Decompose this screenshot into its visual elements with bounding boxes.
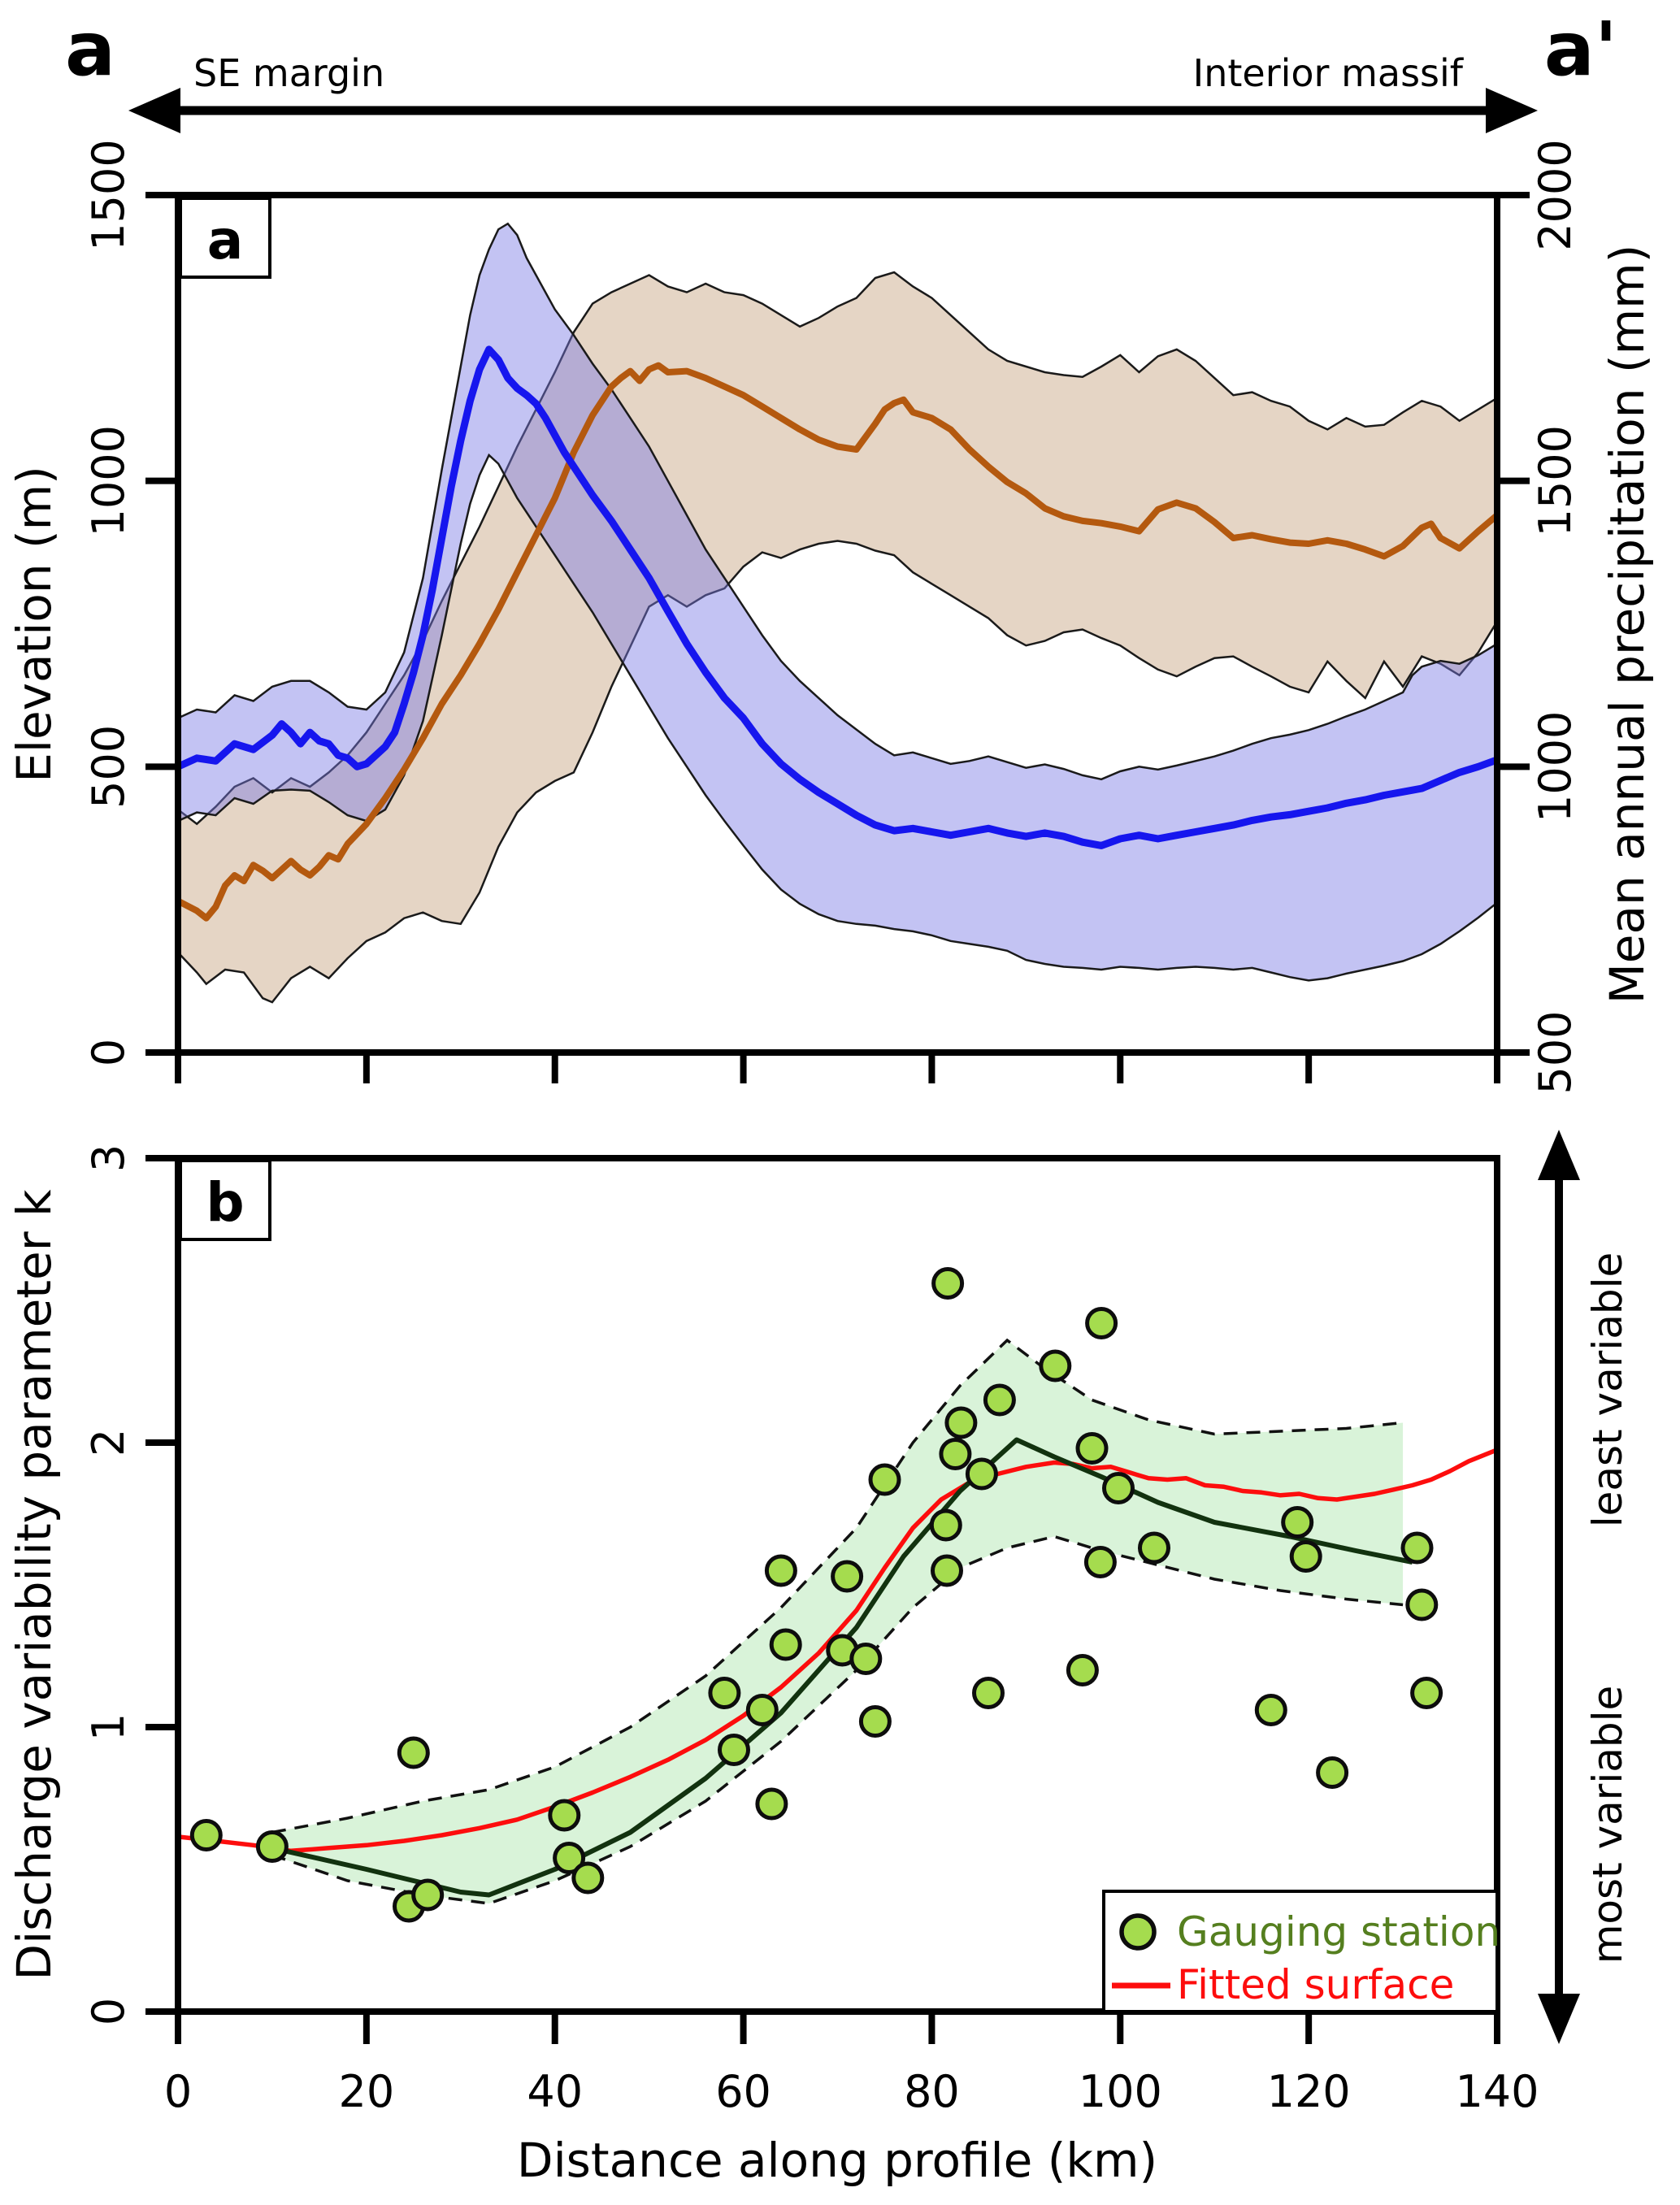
elevation-tick-label: 1500 <box>83 139 134 250</box>
gauging-station-point <box>397 1736 430 1769</box>
confidence-band <box>271 1340 1404 1903</box>
gauging-station-point <box>1066 1654 1099 1686</box>
gauging-station-point <box>1085 1307 1118 1339</box>
profile-endpoint-label-a: a <box>65 6 115 93</box>
panel-b-clipped <box>178 1338 1497 1905</box>
se-margin-label: SE margin <box>193 51 384 95</box>
variability-arrow-bottom-head <box>1538 1994 1580 2044</box>
panel-b-letter: b <box>206 1171 244 1234</box>
gauging-station-point <box>931 1267 965 1300</box>
gauging-station-point <box>1405 1588 1439 1621</box>
gauging-station-point <box>831 1560 864 1593</box>
gauging-station-point <box>255 1830 289 1863</box>
gauging-station-point <box>983 1383 1016 1417</box>
legend-gauging-station-label: Gauging station <box>1177 1908 1500 1955</box>
gauging-station-point <box>764 1554 797 1587</box>
x-tick-label: 140 <box>1455 2066 1539 2117</box>
elevation-tick-label: 0 <box>83 1039 134 1066</box>
gauging-station-point <box>1281 1506 1314 1539</box>
panel-b-letter-box <box>179 1159 271 1241</box>
gauging-station-point <box>1138 1531 1170 1565</box>
gauging-station-point <box>571 1861 605 1895</box>
x-tick-label: 120 <box>1267 2066 1351 2117</box>
discharge-tick-label: 2 <box>83 1429 134 1456</box>
discharge-axis-label: Discharge variability parameter k <box>7 1189 62 1981</box>
x-tick-label: 60 <box>715 2066 771 2117</box>
panel-a-letter-box <box>179 197 271 279</box>
precipitation-tick-label: 500 <box>1530 1010 1581 1094</box>
gauging-station-point <box>1102 1472 1135 1504</box>
gauging-station-point <box>972 1677 1005 1709</box>
gauging-station-point <box>718 1734 750 1766</box>
axes-frames: 0 20 40 60 80 100 120 1400500100015005001000150… <box>83 88 1581 2117</box>
interior-massif-label: Interior massif <box>1193 51 1465 95</box>
gauging-station-point <box>1289 1540 1322 1573</box>
discharge-tick-label: 1 <box>83 1713 134 1741</box>
precipitation-mean-line <box>178 345 1497 849</box>
confidence-band-upper-dashed <box>271 1338 1404 1834</box>
precipitation-tick-label: 1500 <box>1530 425 1581 536</box>
panel-a-border <box>175 192 1500 1056</box>
discharge-tick-label: 3 <box>83 1144 134 1172</box>
gauging-station-point <box>411 1878 445 1912</box>
gauging-station-point <box>858 1705 892 1738</box>
gauging-station-point <box>1039 1349 1072 1382</box>
precipitation-uncertainty-band <box>178 222 1497 982</box>
distance-axis-label: Distance along profile (km) <box>517 2133 1157 2188</box>
x-tick-label: 80 <box>904 2066 960 2117</box>
gauging-station-point <box>1410 1677 1443 1709</box>
precipitation-axis-label: Mean annual precipitation (mm) <box>1600 245 1655 1004</box>
fitted-surface-line <box>178 1448 1497 1854</box>
trend-line <box>271 1437 1413 1898</box>
gauging-station-point <box>553 1842 586 1874</box>
panel-a-plot-area <box>178 222 1497 1004</box>
most-variable-label: most variable <box>1584 1686 1631 1964</box>
confidence-band-lower-dashed <box>271 1534 1404 1905</box>
x-tick-label: 40 <box>527 2066 583 2117</box>
gauging-station-point <box>868 1463 901 1496</box>
profile-arrow-left-head <box>128 88 180 133</box>
gauging-station-point <box>939 1438 972 1470</box>
elevation-axis-label: Elevation (m) <box>7 466 62 783</box>
gauging-station-point <box>1400 1531 1434 1565</box>
x-tick-label: 100 <box>1079 2066 1162 2117</box>
elevation-tick-label: 1000 <box>83 425 134 536</box>
gauging-station-point <box>769 1628 802 1661</box>
elevation-tick-label: 500 <box>83 725 134 809</box>
gauging-station-point <box>944 1406 978 1439</box>
elevation-mean-line <box>178 362 1497 922</box>
gauging-station-point <box>745 1694 779 1726</box>
legend-gauging-station-marker <box>1119 1913 1157 1951</box>
gauging-station-point <box>1075 1432 1109 1465</box>
precipitation-tick-label: 2000 <box>1530 139 1581 250</box>
gauging-station-point <box>755 1787 788 1821</box>
gauging-station-point <box>1316 1756 1349 1789</box>
gauging-station-point <box>189 1819 223 1851</box>
gauging-station-point <box>548 1799 581 1832</box>
panel-a-letter: a <box>207 209 244 271</box>
x-tick-label: 20 <box>338 2066 394 2117</box>
variability-arrow-top-head <box>1538 1130 1580 1180</box>
profile-endpoint-label-a-prime: a' <box>1544 6 1617 93</box>
legend-fitted-surface-label: Fitted surface <box>1177 1961 1454 2008</box>
gauging-station-point <box>708 1677 741 1709</box>
panel-b-plot-area <box>178 1267 1497 1923</box>
gauging-station-point <box>849 1643 883 1675</box>
gauging-station-point <box>931 1554 963 1587</box>
x-tick-label: 0 <box>164 2066 192 2117</box>
precipitation-tick-label: 1000 <box>1530 711 1581 823</box>
least-variable-label: least variable <box>1584 1252 1631 1528</box>
profile-arrow-right-head <box>1486 88 1538 133</box>
discharge-tick-label: 0 <box>83 1998 134 2025</box>
elevation-uncertainty-band <box>178 271 1497 1004</box>
panel-b-border <box>175 1155 1500 2015</box>
gauging-station-point <box>929 1508 962 1542</box>
gauging-station-point <box>1083 1546 1117 1578</box>
gauging-station-point <box>1254 1694 1287 1726</box>
legend-box <box>1102 1890 1499 2013</box>
gauging-station-point <box>965 1457 998 1491</box>
